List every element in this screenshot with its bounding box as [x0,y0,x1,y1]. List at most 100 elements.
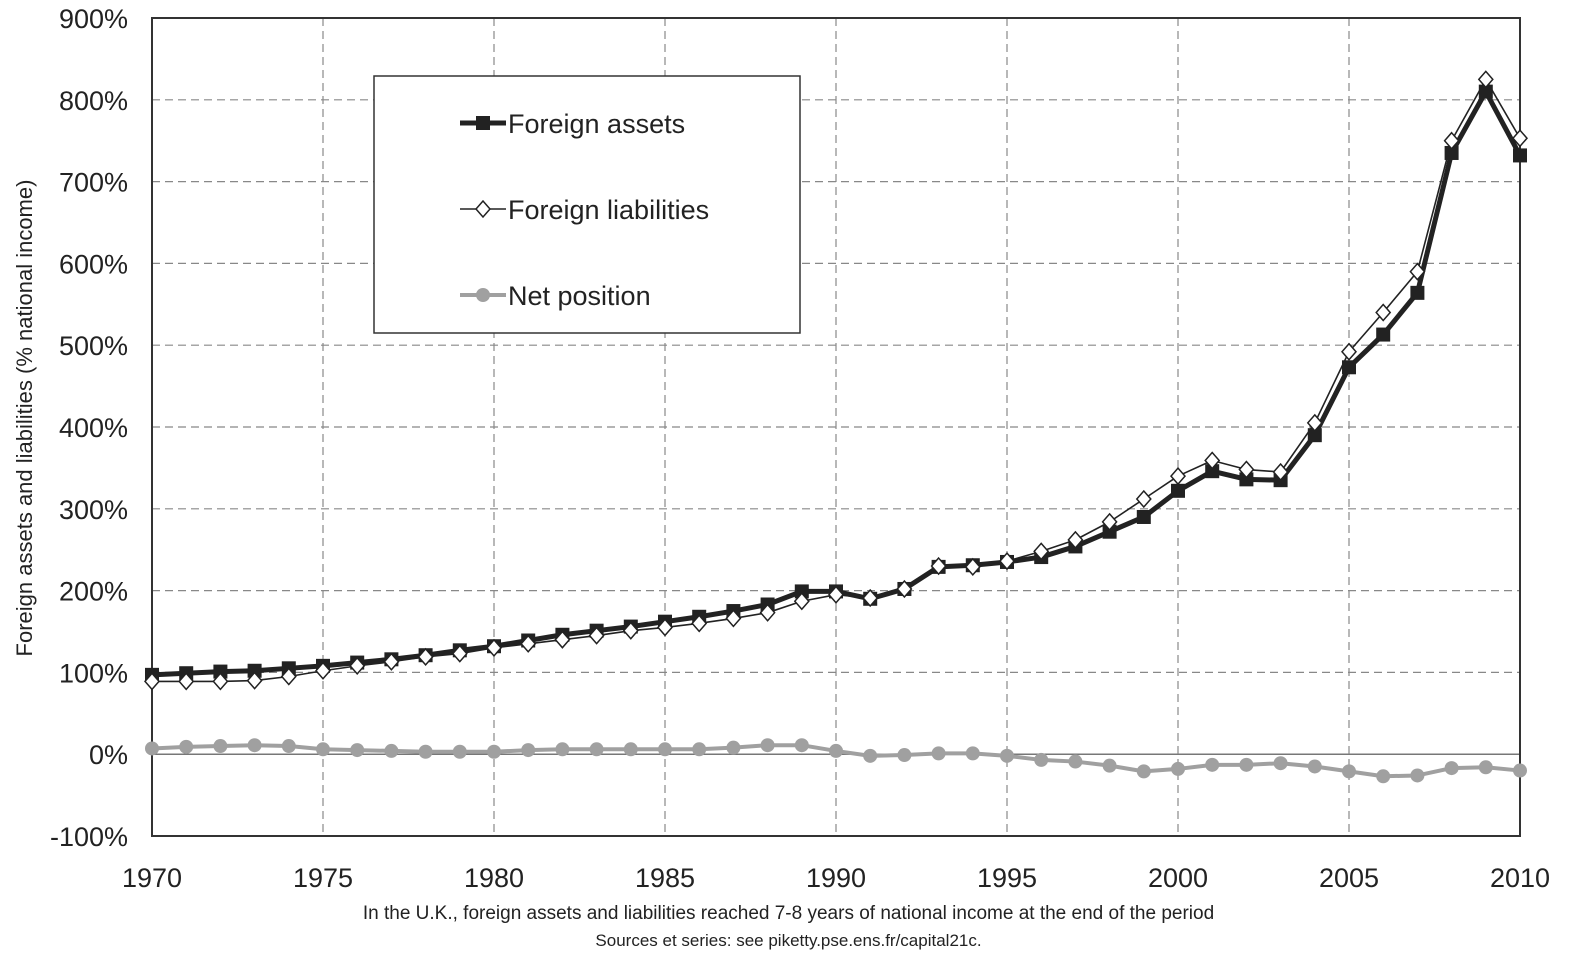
data-point [965,746,980,761]
chart-caption: In the U.K., foreign assets and liabilit… [362,903,1215,924]
data-point [1205,464,1220,479]
data-point [964,557,981,577]
data-point [212,672,229,691]
data-point [1135,489,1152,509]
data-point [1444,761,1459,776]
data-point [1375,303,1392,322]
x-tick-label: 1985 [635,863,695,893]
x-axis-ticks: 1970 1975 1980 1985 1990 1995 2000 2005 2010 [122,863,1550,893]
data-point [999,552,1015,571]
legend-label: Net position [508,281,651,311]
data-point [555,742,570,757]
data-point [1513,148,1527,163]
y-tick-label: 300% [59,495,128,525]
data-point [1341,342,1357,361]
data-point [1376,769,1391,784]
data-point [350,743,365,758]
data-point [1136,509,1151,524]
data-point [1171,483,1185,498]
y-tick-label: 700% [59,168,128,198]
data-point [725,609,742,628]
data-point [213,664,228,679]
x-tick-label: 1995 [977,863,1037,893]
data-point [1307,759,1322,774]
x-tick-label: 2000 [1148,863,1208,893]
data-point [213,739,228,754]
data-point [1513,763,1527,778]
data-point [691,614,708,633]
data-point [144,672,160,691]
data-point [178,672,195,691]
data-point [622,621,639,640]
data-point [1171,761,1185,776]
data-point [452,744,467,759]
data-point [316,742,330,757]
data-point [1410,768,1425,783]
data-point [692,742,707,757]
data-point [1306,413,1323,433]
series-foreign-liabilities [144,70,1528,691]
data-point [521,743,536,758]
x-tick-label: 2005 [1319,863,1379,893]
data-point [554,630,571,649]
data-point [657,618,673,637]
data-point [726,740,741,755]
data-point [1000,748,1014,763]
data-point [931,746,946,761]
x-tick-label: 1970 [122,863,182,893]
data-point [349,656,366,675]
data-point [1342,764,1356,779]
data-point [1204,451,1221,470]
data-point [1307,428,1322,443]
y-tick-label: 400% [59,413,128,443]
data-point [451,644,468,663]
y-tick-label: 100% [59,658,128,688]
y-tick-label: -100% [50,822,128,852]
data-point [1101,512,1118,532]
data-point [486,638,502,657]
data-point [896,579,913,599]
data-point [487,744,501,759]
data-point [829,743,843,758]
data-point [1478,760,1493,775]
data-point [589,742,604,757]
data-point [384,743,399,758]
data-point [315,661,331,680]
chart: -100% 0% 100% 200% 300% 400% 500% 600% 700% 800% 9… [12,4,1550,893]
y-tick-label: 600% [59,249,128,279]
data-point [759,603,776,622]
data-point [1136,764,1151,779]
x-tick-label: 1975 [293,863,353,893]
data-point [1102,758,1117,773]
x-tick-label: 2010 [1490,863,1550,893]
data-point [863,748,878,763]
data-point [862,588,879,608]
data-point [828,585,844,604]
legend: Foreign assets Foreign liabilities Net pos… [373,75,801,334]
legend-swatch-marker [476,288,490,302]
data-point [1102,524,1117,539]
data-point [658,742,672,757]
data-point [179,739,194,754]
data-point [247,663,262,678]
data-point [1033,542,1050,561]
data-point [280,667,297,686]
data-point [794,584,809,599]
legend-label: Foreign assets [508,109,685,139]
data-point [383,652,400,671]
data-point [1068,754,1083,769]
series-net-position [145,738,1527,784]
data-point [1409,262,1426,281]
series-group [144,70,1528,784]
data-point [1273,756,1288,771]
data-point [1239,757,1254,772]
data-point [897,748,912,763]
plot-frame [151,17,1521,837]
data-point [1477,70,1494,89]
y-tick-label: 500% [59,331,128,361]
data-point [1443,131,1460,150]
legend-swatch-marker [476,116,490,130]
data-point [1238,460,1255,479]
data-point [247,738,262,753]
data-point [1410,285,1425,300]
